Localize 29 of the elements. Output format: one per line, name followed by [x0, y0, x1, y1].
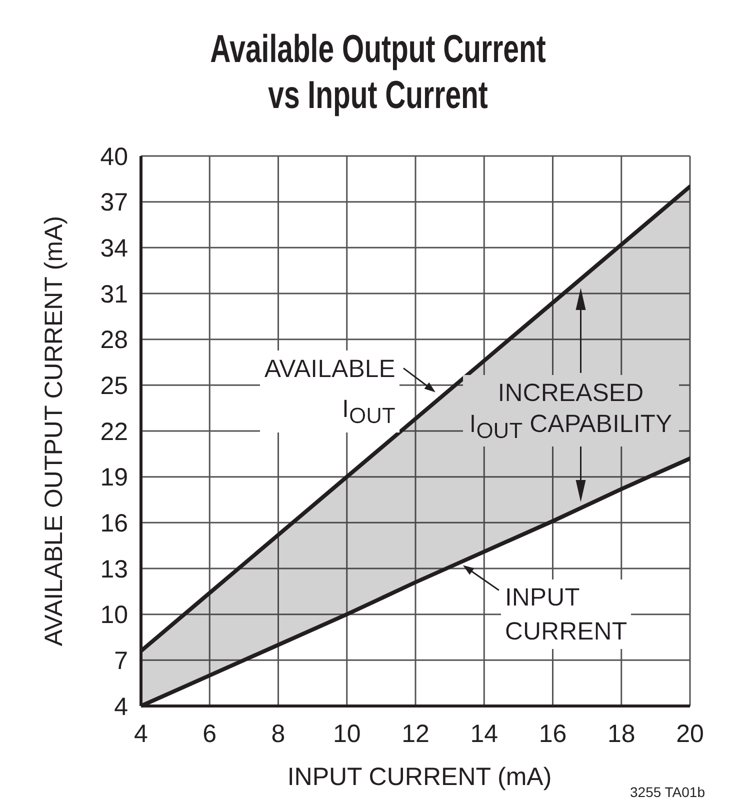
y-tick-label: 31: [100, 280, 128, 308]
x-tick-label: 10: [332, 720, 361, 748]
x-tick-label: 6: [202, 720, 217, 748]
x-tick-label: 14: [470, 720, 498, 748]
text: 3255 TA01b: [630, 784, 706, 800]
y-tick-label: 10: [100, 601, 128, 630]
y-tick-label: 7: [114, 647, 128, 676]
x-tick-label: 16: [538, 720, 567, 748]
x-tick-label: 4: [134, 720, 148, 748]
y-tick-label: 4: [114, 692, 128, 721]
y-tick-label: 34: [100, 234, 128, 263]
y-tick-label: 22: [100, 418, 128, 446]
y-axis-title: AVAILABLE OUTPUT CURRENT (mA): [40, 216, 68, 646]
series-label: INPUT CURRENT: [504, 583, 628, 646]
annotation: INCREASED I$_{OUT}$ CAPABILITY: [469, 378, 673, 442]
y-tick-label: 25: [100, 372, 128, 400]
x-tick-label: 8: [271, 720, 286, 748]
y-tick-label: 37: [100, 188, 128, 217]
y-tick-label: 28: [100, 326, 128, 354]
legend-label: AVAILABLE I$_{OUT}$: [264, 355, 396, 428]
x-tick-label: 12: [402, 720, 430, 748]
chart-title: Available Output Current vs Input Current: [210, 28, 546, 118]
y-tick-label: 19: [100, 464, 128, 492]
y-tick-label: 16: [100, 510, 128, 538]
x-tick-label: 20: [676, 720, 704, 748]
x-axis-title: INPUT CURRENT (mA): [287, 763, 552, 791]
y-tick-label: 13: [100, 555, 128, 584]
x-tick-label: 18: [607, 720, 636, 748]
y-tick-label: 40: [100, 142, 128, 171]
